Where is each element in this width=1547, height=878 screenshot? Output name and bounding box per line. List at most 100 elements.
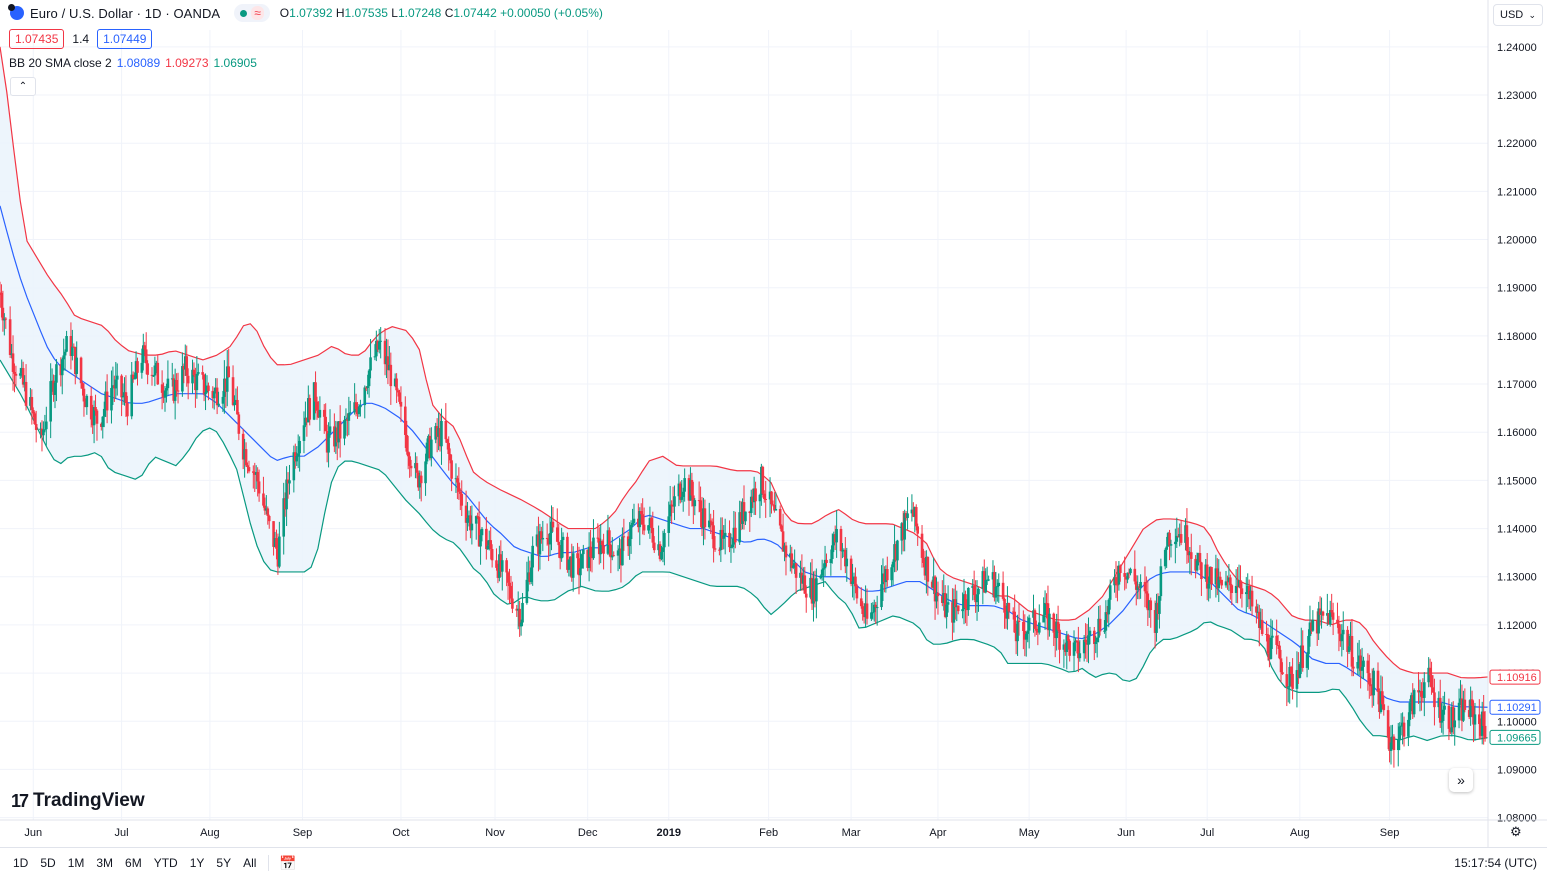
x-tick-label: Feb bbox=[759, 827, 778, 839]
candle-body bbox=[244, 449, 248, 466]
bb-basis-line bbox=[0, 205, 1489, 708]
candle-body bbox=[692, 495, 695, 507]
candle-body bbox=[419, 475, 423, 484]
candle-body bbox=[770, 491, 773, 505]
range-button-1d[interactable]: 1D bbox=[13, 856, 29, 870]
candle-body bbox=[810, 577, 814, 604]
candle-body bbox=[241, 433, 245, 460]
range-button-6m[interactable]: 6M bbox=[125, 856, 142, 870]
candle-body bbox=[1269, 637, 1273, 659]
range-button-5y[interactable]: 5Y bbox=[216, 856, 232, 870]
candle-body bbox=[1321, 611, 1325, 616]
candle-body bbox=[84, 401, 87, 408]
utc-clock[interactable]: 15:17:54 (UTC) bbox=[1454, 856, 1537, 870]
y-tick-label: 1.13000 bbox=[1497, 572, 1537, 584]
calendar-goto-icon[interactable]: 📅 bbox=[279, 854, 297, 871]
candle-body bbox=[790, 553, 794, 568]
candle-body bbox=[130, 374, 134, 417]
candle-body bbox=[1250, 590, 1254, 607]
candle-body bbox=[1411, 695, 1415, 715]
candle-body bbox=[1208, 567, 1212, 584]
candle-body bbox=[773, 504, 776, 511]
candle-body bbox=[1320, 611, 1323, 615]
candle-body bbox=[1026, 630, 1030, 634]
candle-body bbox=[582, 549, 585, 555]
candle-body bbox=[1056, 621, 1060, 630]
candle-body bbox=[762, 493, 766, 499]
candle-body bbox=[774, 508, 778, 511]
candle-body bbox=[1114, 577, 1118, 585]
collapse-legend-button[interactable]: ⌃ bbox=[10, 77, 36, 96]
candle-body bbox=[632, 518, 636, 523]
candle-body bbox=[560, 540, 563, 559]
candle-body bbox=[1075, 640, 1079, 642]
candle-body bbox=[448, 454, 452, 461]
candle-body bbox=[285, 479, 288, 510]
candle-body bbox=[1217, 576, 1221, 589]
range-button-all[interactable]: All bbox=[243, 856, 257, 870]
indicator-legend[interactable]: BB 20 SMA close 2 1.08089 1.09273 1.0690… bbox=[9, 56, 257, 70]
candle-body bbox=[18, 373, 22, 376]
candle-body bbox=[1420, 690, 1423, 697]
candle-body bbox=[1330, 610, 1333, 613]
symbol-title[interactable]: Euro / U.S. Dollar · 1D · OANDA bbox=[30, 5, 221, 21]
settings-gear-icon[interactable]: ⚙ bbox=[1510, 824, 1522, 839]
candle-body bbox=[612, 555, 616, 557]
candle-body bbox=[1482, 711, 1485, 726]
candle-body bbox=[110, 387, 113, 411]
candle-body bbox=[677, 483, 681, 497]
bb-fill bbox=[0, 46, 1488, 741]
candle-body bbox=[894, 544, 898, 561]
candle-body bbox=[1176, 535, 1180, 538]
candle-body bbox=[1247, 586, 1251, 600]
candle-body bbox=[1440, 720, 1443, 723]
candle-body bbox=[825, 559, 828, 564]
scroll-to-realtime-button[interactable]: » bbox=[1449, 768, 1473, 792]
candle-body bbox=[447, 442, 451, 455]
candle-body bbox=[1480, 711, 1484, 736]
y-tick-label: 1.15000 bbox=[1497, 475, 1537, 487]
candle-body bbox=[997, 582, 1001, 587]
candle-body bbox=[52, 380, 55, 395]
candle-body bbox=[865, 603, 869, 619]
buy-price[interactable]: 1.07449 bbox=[97, 29, 153, 49]
candle-body bbox=[859, 598, 863, 607]
range-button-1y[interactable]: 1Y bbox=[189, 856, 205, 870]
candle-body bbox=[555, 527, 559, 542]
currency-selector[interactable]: USD ⌄ bbox=[1493, 4, 1543, 26]
candle-body bbox=[389, 364, 393, 387]
candle-body bbox=[1315, 619, 1319, 634]
candle-body bbox=[1299, 645, 1303, 665]
indicator-label: BB 20 SMA close 2 bbox=[9, 56, 112, 70]
candle-body bbox=[942, 593, 946, 604]
candle-body bbox=[991, 572, 995, 580]
sell-price[interactable]: 1.07435 bbox=[9, 29, 65, 49]
candle-body bbox=[829, 558, 833, 564]
market-status[interactable]: ≈ bbox=[234, 4, 270, 22]
candle-body bbox=[587, 546, 591, 568]
range-button-ytd[interactable]: YTD bbox=[153, 856, 178, 870]
candle-body bbox=[430, 439, 433, 459]
candle-body bbox=[65, 335, 68, 352]
candle-body bbox=[1391, 736, 1394, 743]
candle-body bbox=[1, 307, 5, 321]
candle-body bbox=[457, 482, 461, 492]
range-button-3m[interactable]: 3M bbox=[96, 856, 114, 870]
candle-body bbox=[670, 504, 673, 506]
ohlc-change: +0.00050 (+0.05%) bbox=[500, 6, 603, 20]
candle-body bbox=[202, 374, 206, 395]
candle-body bbox=[830, 545, 834, 559]
range-button-5d[interactable]: 5D bbox=[40, 856, 56, 870]
tradingview-logo[interactable]: 17 TradingView bbox=[11, 790, 145, 812]
range-button-1m[interactable]: 1M bbox=[67, 856, 85, 870]
candle-body bbox=[803, 575, 807, 594]
candle-body bbox=[1168, 532, 1171, 546]
candle-body bbox=[115, 375, 119, 380]
candle-body bbox=[1462, 699, 1465, 721]
candle-body bbox=[1340, 634, 1344, 642]
candle-body bbox=[1279, 658, 1283, 673]
candle-body bbox=[987, 579, 990, 581]
candle-body bbox=[741, 502, 744, 524]
candle-body bbox=[621, 536, 624, 566]
